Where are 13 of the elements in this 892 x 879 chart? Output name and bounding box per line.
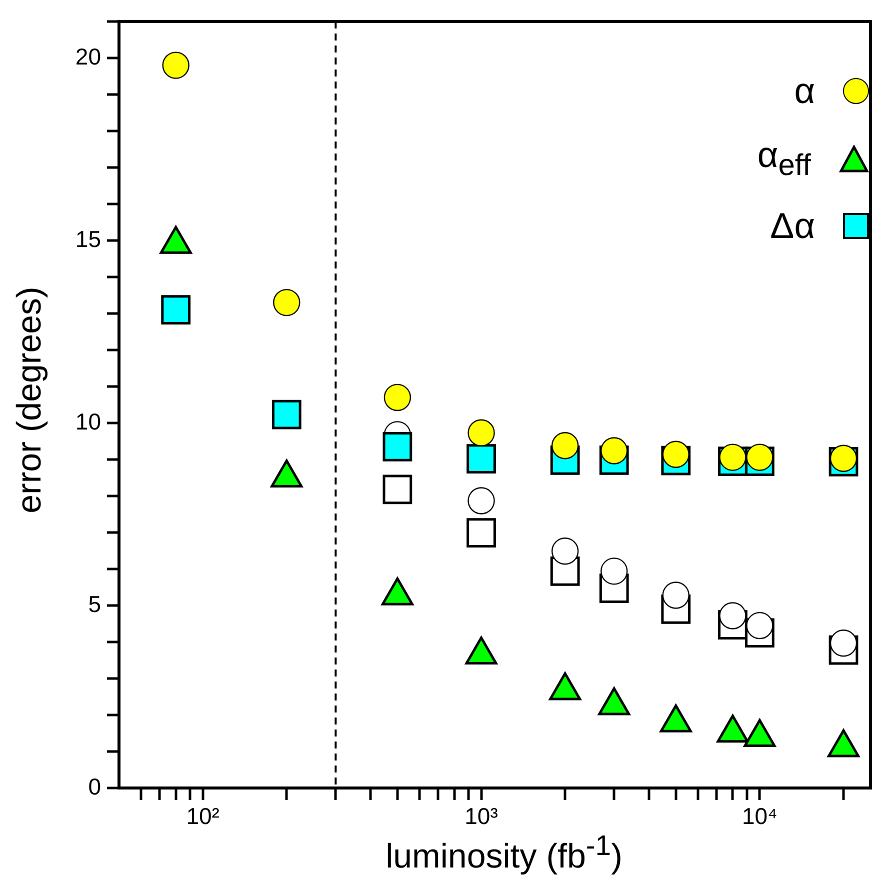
legend-label: α [794,70,815,112]
x-tick-label: 10² [186,803,220,830]
y-tick-label: 10 [75,408,101,434]
x-tick-label: 10⁴ [742,803,778,830]
x-axis-title: luminosity (fb$^{-1}$) [384,830,624,876]
x-tick-label: 10³ [464,803,498,830]
legend-label: α$_{eff}$ [757,134,811,184]
y-axis-title: error (degrees) [10,286,50,513]
y-tick-label: 20 [75,43,101,70]
y-tick-label: 15 [75,226,101,252]
y-tick-label: 5 [88,590,101,617]
legend-label: Δα [770,205,815,248]
y-tick-label: 0 [88,773,101,800]
